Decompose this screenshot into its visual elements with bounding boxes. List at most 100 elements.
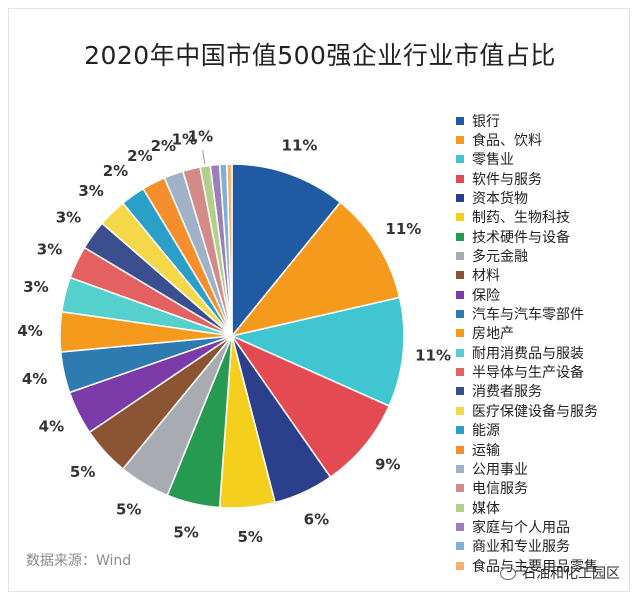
legend: 银行食品、饮料零售业软件与服务资本货物制药、生物科技 技术硬件与设备 多元金融材料保… [456,111,640,575]
legend-swatch [456,213,464,222]
legend-label: 公用事业 [472,461,528,478]
legend-item: 汽车与汽车零部件 [456,304,640,323]
pie-slice [230,201,401,338]
legend-item: 软件与服务 [456,169,640,188]
brand: 石油和化工园区 [500,563,620,583]
chat-bubble-icon [500,566,516,580]
legend-item: 公用事业 [456,459,640,478]
legend-item: 技术硬件与设备 [456,227,640,246]
legend-item: 医疗保健设备与服务 [456,401,640,420]
legend-label: 制药、生物科技 [472,210,570,227]
data-label: 3% [37,240,62,258]
legend-swatch [456,194,464,203]
data-source: 数据来源：Wind [26,553,132,569]
legend-label: 能源 [472,423,500,440]
legend-label: 消费者服务 [472,384,542,401]
legend-item: 家庭与个人用品 [456,517,640,536]
legend-swatch [456,252,464,261]
data-label: 4% [17,322,42,340]
legend-label: 技术硬件与设备 [472,229,570,246]
data-label: 11% [282,137,318,155]
pie-slice [226,163,233,337]
legend-label: 材料 [472,268,500,285]
legend-item: 资本货物 [456,188,640,207]
legend-label: 食品、饮料 [472,133,542,150]
legend-swatch [456,348,464,357]
legend-swatch [456,426,464,435]
legend-swatch [456,329,464,338]
legend-swatch [456,542,464,551]
legend-swatch [456,271,464,280]
data-label: 5% [238,528,263,546]
legend-item: 电信服务 [456,479,640,498]
data-label: 9% [375,456,400,474]
data-label: 5% [173,524,198,542]
legend-swatch [456,387,464,396]
legend-label: 零售业 [472,152,514,169]
legend-item: 食品、饮料 [456,130,640,149]
legend-swatch [456,116,464,125]
chart-title: 2020年中国市值500强企业行业市值占比 [84,41,556,70]
legend-swatch [456,136,464,145]
legend-swatch [456,522,464,531]
legend-item: 运输 [456,440,640,459]
data-label: 2% [103,162,128,180]
data-label: 3% [56,208,81,226]
legend-swatch [456,445,464,454]
legend-label: 耐用消费品与服装 [472,345,584,362]
legend-label: 汽车与汽车零部件 [472,307,584,324]
pie-slice [231,163,342,339]
data-label: 4% [39,417,64,435]
brand-name: 石油和化工园区 [522,566,620,582]
legend-label: 医疗保健设备与服务 [472,403,598,420]
legend-label: 资本货物 [472,191,528,208]
legend-item: 保险 [456,285,640,304]
legend-label: 保险 [472,287,500,304]
legend-item: 零售业 [456,150,640,169]
legend-item: 商业和专业服务 [456,537,640,556]
data-label: 3% [78,182,103,200]
data-label: 1% [172,131,197,149]
legend-item: 材料 [456,266,640,285]
legend-label: 电信服务 [472,481,528,498]
legend-swatch [456,155,464,164]
data-label: 5% [116,501,141,519]
data-label: 6% [304,511,329,529]
legend-label: 商业和专业服务 [472,539,570,556]
legend-swatch [456,561,464,570]
legend-item: 媒体 [456,498,640,517]
legend-item: 银行 [456,111,640,130]
legend-swatch [456,464,464,473]
legend-item: 消费者服务 [456,382,640,401]
legend-swatch [456,290,464,299]
legend-swatch [456,484,464,493]
legend-swatch [456,232,464,241]
data-label: 5% [70,463,95,481]
legend-swatch [456,503,464,512]
legend-swatch [456,368,464,377]
leader-line [202,150,206,165]
legend-label: 多元金融 [472,249,528,266]
legend-label: 运输 [472,442,500,459]
legend-swatch [456,406,464,415]
legend-swatch [456,310,464,319]
data-label: 3% [23,278,48,296]
data-label: 11% [385,220,421,238]
legend-item: 半导体与生产设备 [456,362,640,381]
legend-item: 耐用消费品与服装 [456,343,640,362]
pie-slice [229,334,391,479]
data-label: 11% [415,346,451,364]
legend-item: 制药、生物科技 [456,208,640,227]
pie-slice [229,296,405,407]
legend-label: 家庭与个人用品 [472,519,570,536]
data-label: 4% [22,370,47,388]
legend-item: 能源 [456,421,640,440]
legend-item: 房地产 [456,324,640,343]
legend-label: 房地产 [472,326,514,343]
legend-label: 软件与服务 [472,171,542,188]
legend-label: 半导体与生产设备 [472,365,584,382]
legend-swatch [456,174,464,183]
legend-label: 媒体 [472,500,500,517]
data-label: 2% [151,137,176,155]
